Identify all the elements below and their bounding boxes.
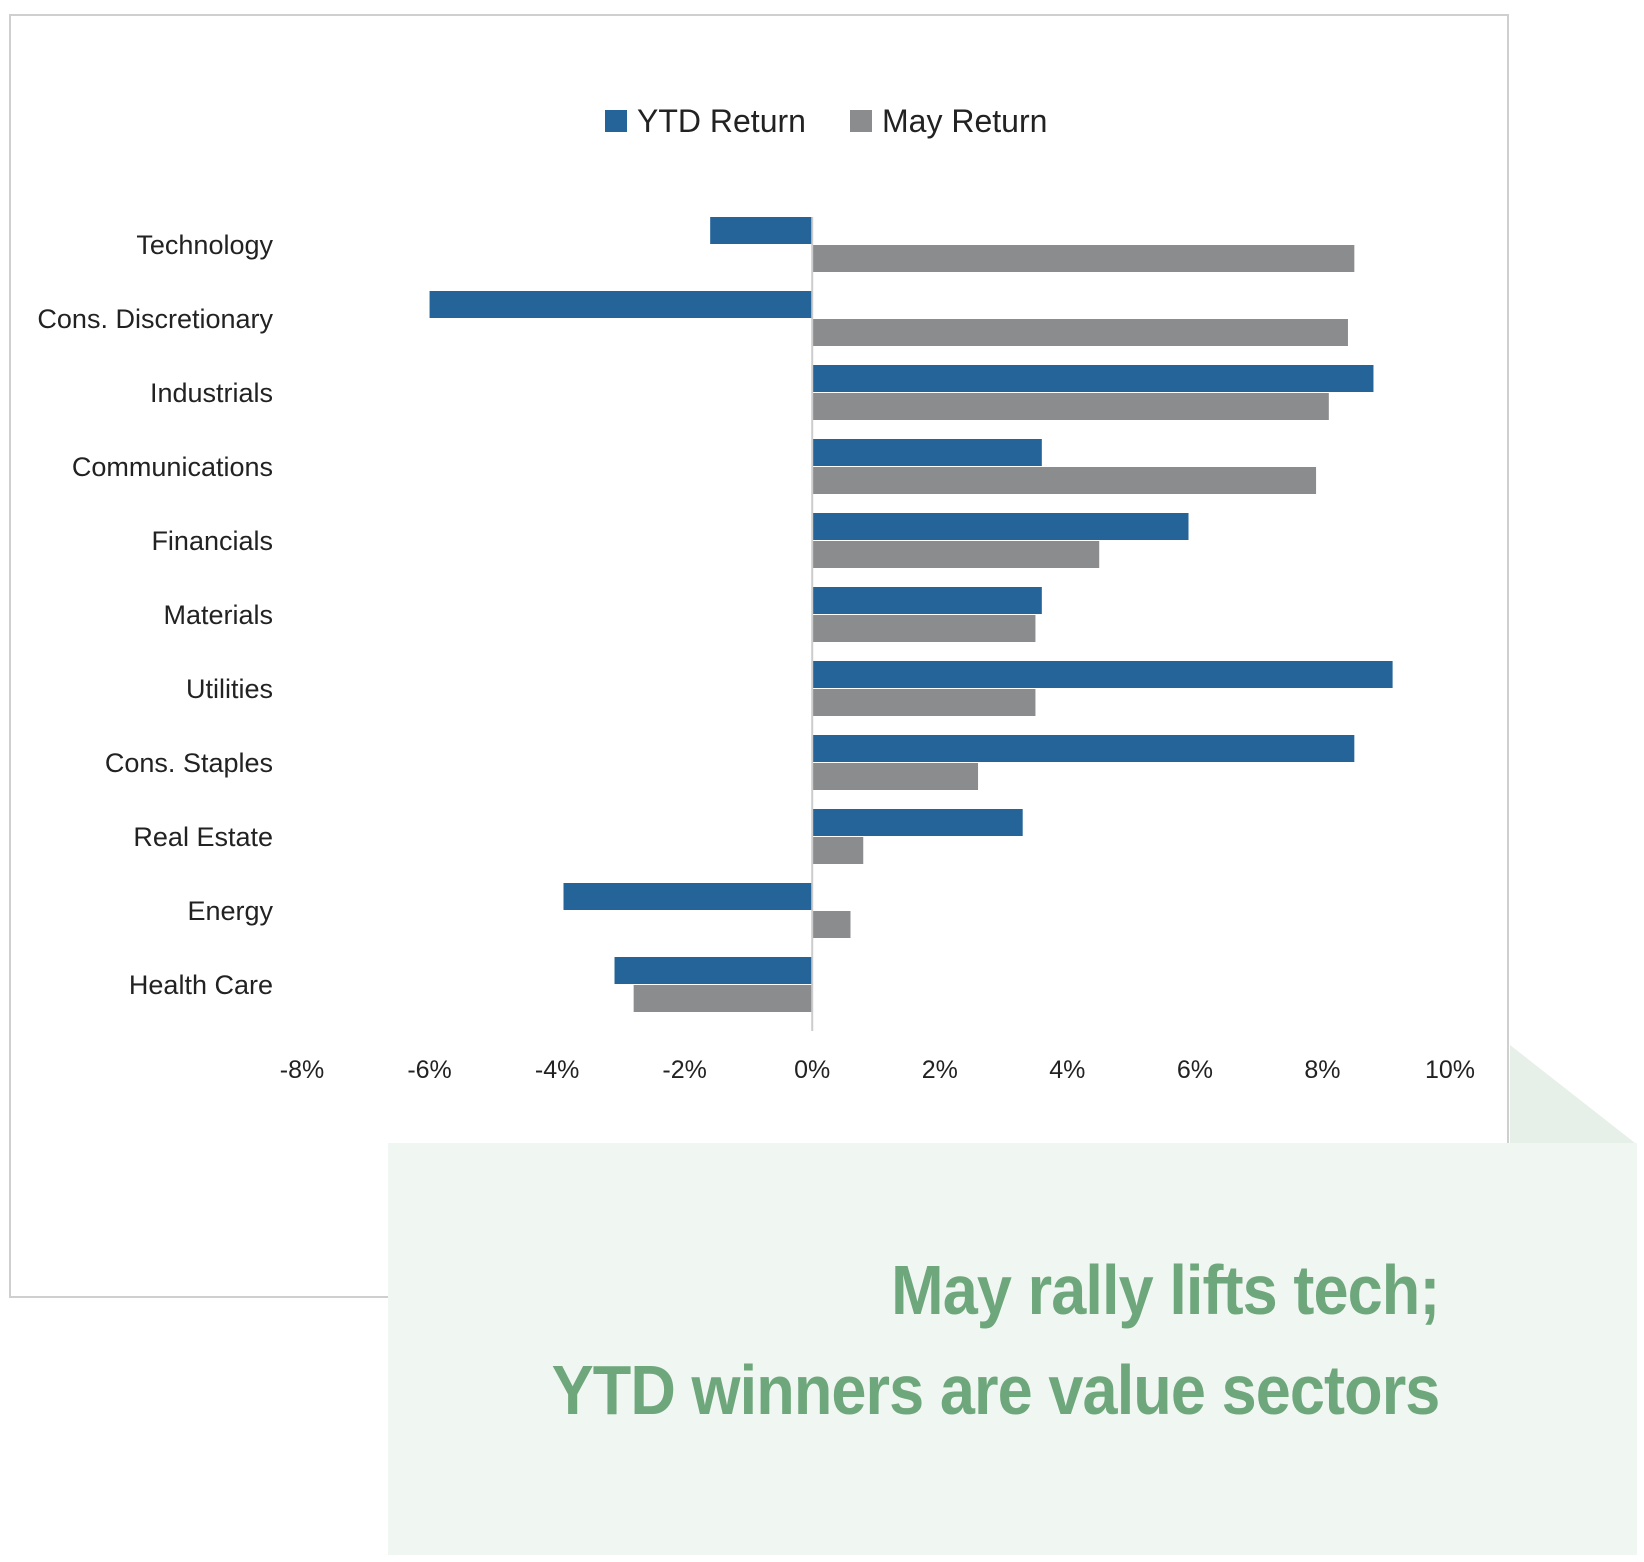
legend-item: YTD Return — [605, 103, 806, 139]
bar-ytd-0 — [710, 217, 813, 244]
x-tick-label: -8% — [280, 1056, 324, 1084]
x-tick-label: 10% — [1425, 1056, 1475, 1084]
category-label: Cons. Staples — [105, 748, 273, 778]
bar-may-2 — [812, 393, 1329, 420]
category-label: Industrials — [150, 378, 273, 408]
bar-may-6 — [812, 689, 1036, 716]
bar-may-5 — [812, 615, 1036, 642]
bar-may-4 — [812, 541, 1100, 568]
category-labels: Technology Cons. Discretionary Industrials… — [37, 230, 273, 1000]
x-tick-label: 2% — [922, 1056, 958, 1084]
x-tick-label: -4% — [535, 1056, 579, 1084]
bar-ytd-2 — [812, 365, 1374, 392]
x-tick-label: 6% — [1177, 1056, 1213, 1084]
callout-fold — [1510, 1045, 1635, 1143]
bar-may-3 — [812, 467, 1317, 494]
legend: YTD Return May Return — [605, 103, 1047, 139]
category-label: Health Care — [129, 970, 273, 1000]
category-label: Technology — [136, 230, 273, 260]
bar-ytd-8 — [812, 809, 1023, 836]
bar-ytd-5 — [812, 587, 1042, 614]
category-label: Energy — [187, 896, 273, 926]
bars — [429, 217, 1393, 1012]
legend-swatch — [850, 110, 872, 132]
legend-label: YTD Return — [637, 103, 806, 139]
bar-ytd-10 — [614, 957, 813, 984]
category-label: Materials — [163, 600, 273, 630]
bar-may-9 — [812, 911, 851, 938]
bar-ytd-9 — [563, 883, 813, 910]
bar-may-10 — [633, 985, 813, 1012]
bar-may-8 — [812, 837, 864, 864]
x-tick-label: -6% — [407, 1056, 451, 1084]
legend-label: May Return — [882, 103, 1047, 139]
bar-chart: YTD Return May Return Technology Cons. Dis… — [37, 103, 1475, 1084]
x-tick-label: -2% — [662, 1056, 706, 1084]
category-label: Utilities — [186, 674, 273, 704]
bar-ytd-4 — [812, 513, 1189, 540]
category-label: Real Estate — [133, 822, 273, 852]
callout-text: May rally lifts tech; YTD winners are va… — [551, 1240, 1440, 1440]
bar-may-1 — [812, 319, 1348, 346]
bar-may-7 — [812, 763, 979, 790]
callout-line-2: YTD winners are value sectors — [551, 1351, 1440, 1429]
bar-ytd-1 — [429, 291, 813, 318]
bar-may-0 — [812, 245, 1355, 272]
legend-swatch — [605, 110, 627, 132]
x-tick-label: 8% — [1304, 1056, 1340, 1084]
category-label: Financials — [151, 526, 273, 556]
bar-ytd-7 — [812, 735, 1355, 762]
bar-ytd-6 — [812, 661, 1393, 688]
legend-item: May Return — [850, 103, 1047, 139]
x-tick-label: 0% — [794, 1056, 830, 1084]
callout-line-1: May rally lifts tech; — [890, 1251, 1440, 1329]
category-label: Communications — [72, 452, 273, 482]
x-axis-ticks: -8% -6% -4% -2% 0% 2% 4% 6% 8% 10% — [280, 1056, 1475, 1084]
x-tick-label: 4% — [1049, 1056, 1085, 1084]
callout-box — [388, 1143, 1637, 1555]
category-label: Cons. Discretionary — [37, 304, 273, 334]
bar-ytd-3 — [812, 439, 1042, 466]
